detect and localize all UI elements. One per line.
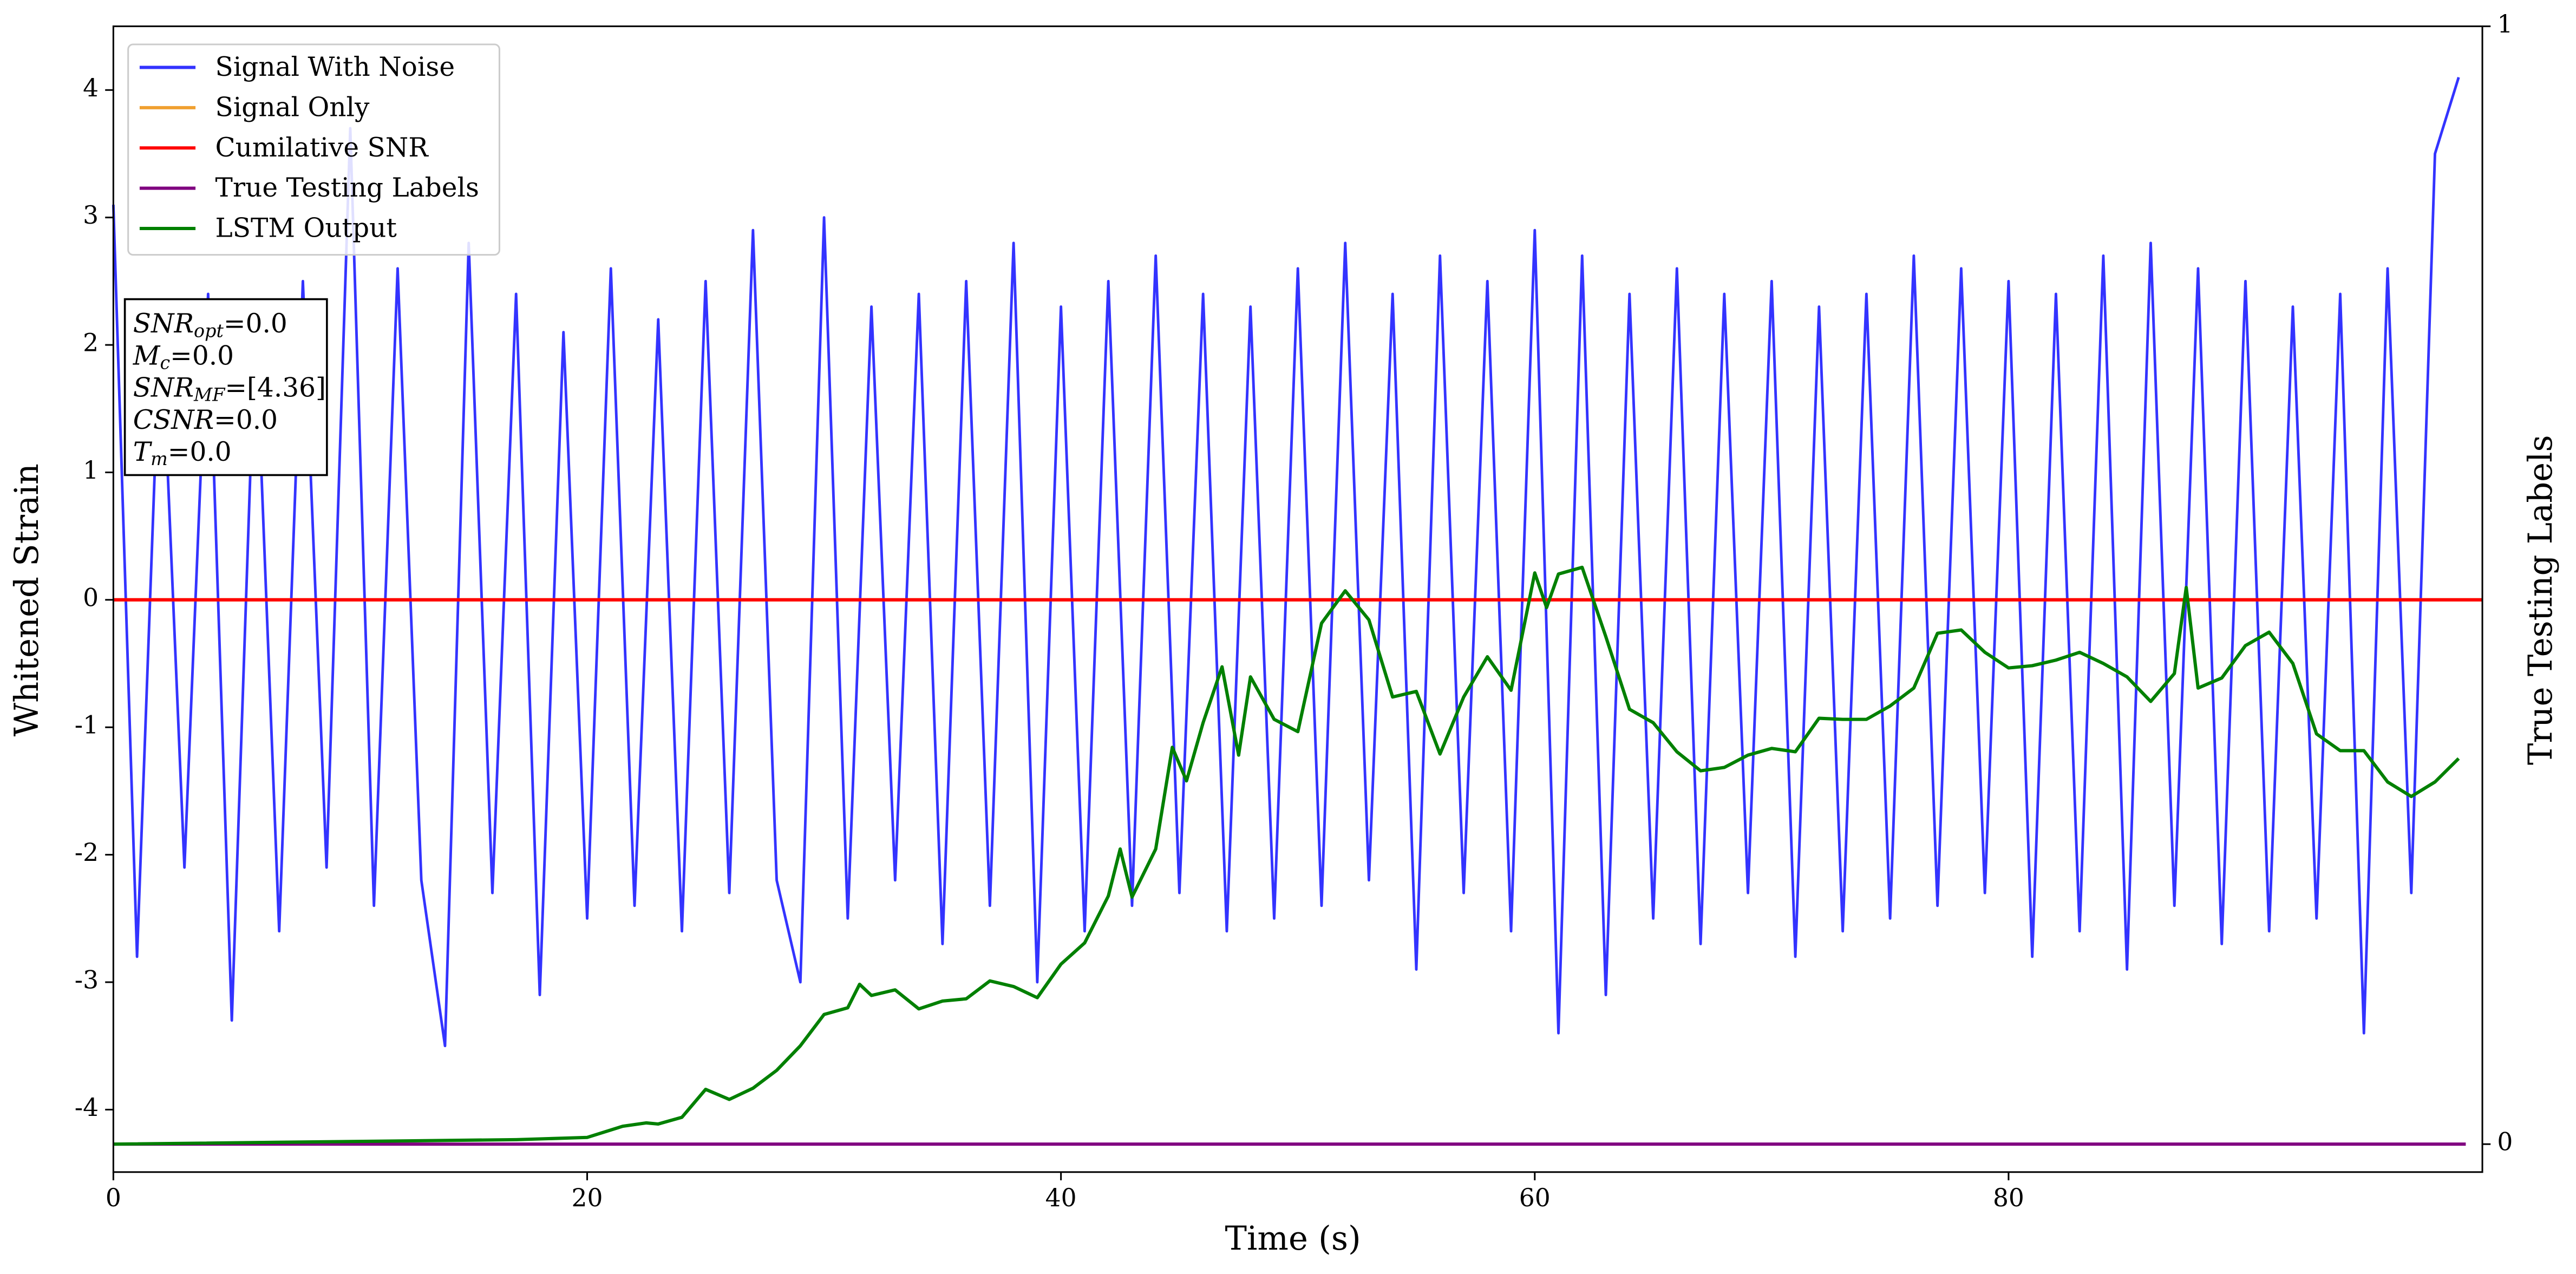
x-tick-label: 60 — [1519, 1184, 1551, 1212]
y2-tick-label: 0 — [2497, 1128, 2513, 1157]
annotation-line: SNRopt=0.0 — [133, 309, 287, 342]
annotation-value: =0.0 — [168, 436, 232, 467]
annotation-value: =0.0 — [224, 309, 287, 339]
y2-tick-label: 1 — [2497, 10, 2513, 38]
legend-box — [127, 43, 500, 256]
series-line — [112, 77, 2460, 1048]
annotation-symbol: SNR — [133, 373, 194, 403]
x-axis-label: Time (s) — [1225, 1220, 1361, 1258]
annotation-value: =0.0 — [214, 404, 278, 435]
y-tick-label: -1 — [75, 711, 99, 740]
annotation-symbol: SNR — [133, 309, 194, 339]
annotation-line: Mc=0.0 — [133, 341, 234, 374]
y2-axis-label: True Testing Labels — [2522, 435, 2560, 765]
annotation-symbol: M — [133, 341, 161, 371]
annotation-symbol: T — [133, 436, 153, 467]
plot-area — [112, 77, 2483, 1146]
legend-label: Signal Only — [215, 92, 370, 122]
y-tick-label: 4 — [83, 74, 99, 102]
legend-label: Cumilative SNR — [215, 133, 429, 163]
y-tick-label: 3 — [83, 201, 99, 230]
y-axis-label: Whitened Strain — [8, 463, 46, 736]
legend-label: True Testing Labels — [215, 173, 479, 203]
annotation-line: SNRMF=[4.36] — [133, 373, 326, 406]
annotation-line: Tm=0.0 — [133, 436, 232, 469]
annotation-subscript: c — [160, 352, 170, 373]
y-tick-label: 1 — [83, 456, 99, 485]
annotation-value: =0.0 — [170, 341, 234, 371]
legend: Signal With Noise Signal Only Cumilative S… — [127, 43, 500, 256]
annotation-subscript: opt — [194, 320, 224, 341]
x-tick-label: 0 — [106, 1184, 121, 1212]
y-tick-label: -2 — [75, 838, 99, 867]
annotation-value: =[4.36] — [225, 373, 326, 403]
annotation-line: CSNR=0.0 — [133, 404, 278, 435]
annotation-symbol: CSNR — [133, 404, 214, 435]
legend-label: Signal With Noise — [215, 52, 455, 82]
y-tick-label: 2 — [83, 329, 99, 357]
annotation-box — [123, 298, 328, 476]
x-tick-label: 20 — [572, 1184, 603, 1212]
x-tick-label: 40 — [1045, 1184, 1077, 1212]
y-tick-label: 0 — [83, 583, 99, 612]
x-tick-label: 80 — [1993, 1184, 2024, 1212]
series-line — [113, 565, 2460, 1146]
y-tick-label: -3 — [75, 966, 99, 995]
annotation-subscript: m — [151, 448, 168, 469]
annotation-subscript: MF — [193, 384, 226, 406]
legend-label: LSTM Output — [215, 213, 397, 244]
y-tick-label: -4 — [75, 1093, 99, 1122]
annotation: SNRopt=0.0Mc=0.0SNRMF=[4.36]CSNR=0.0Tm=0… — [123, 298, 328, 476]
